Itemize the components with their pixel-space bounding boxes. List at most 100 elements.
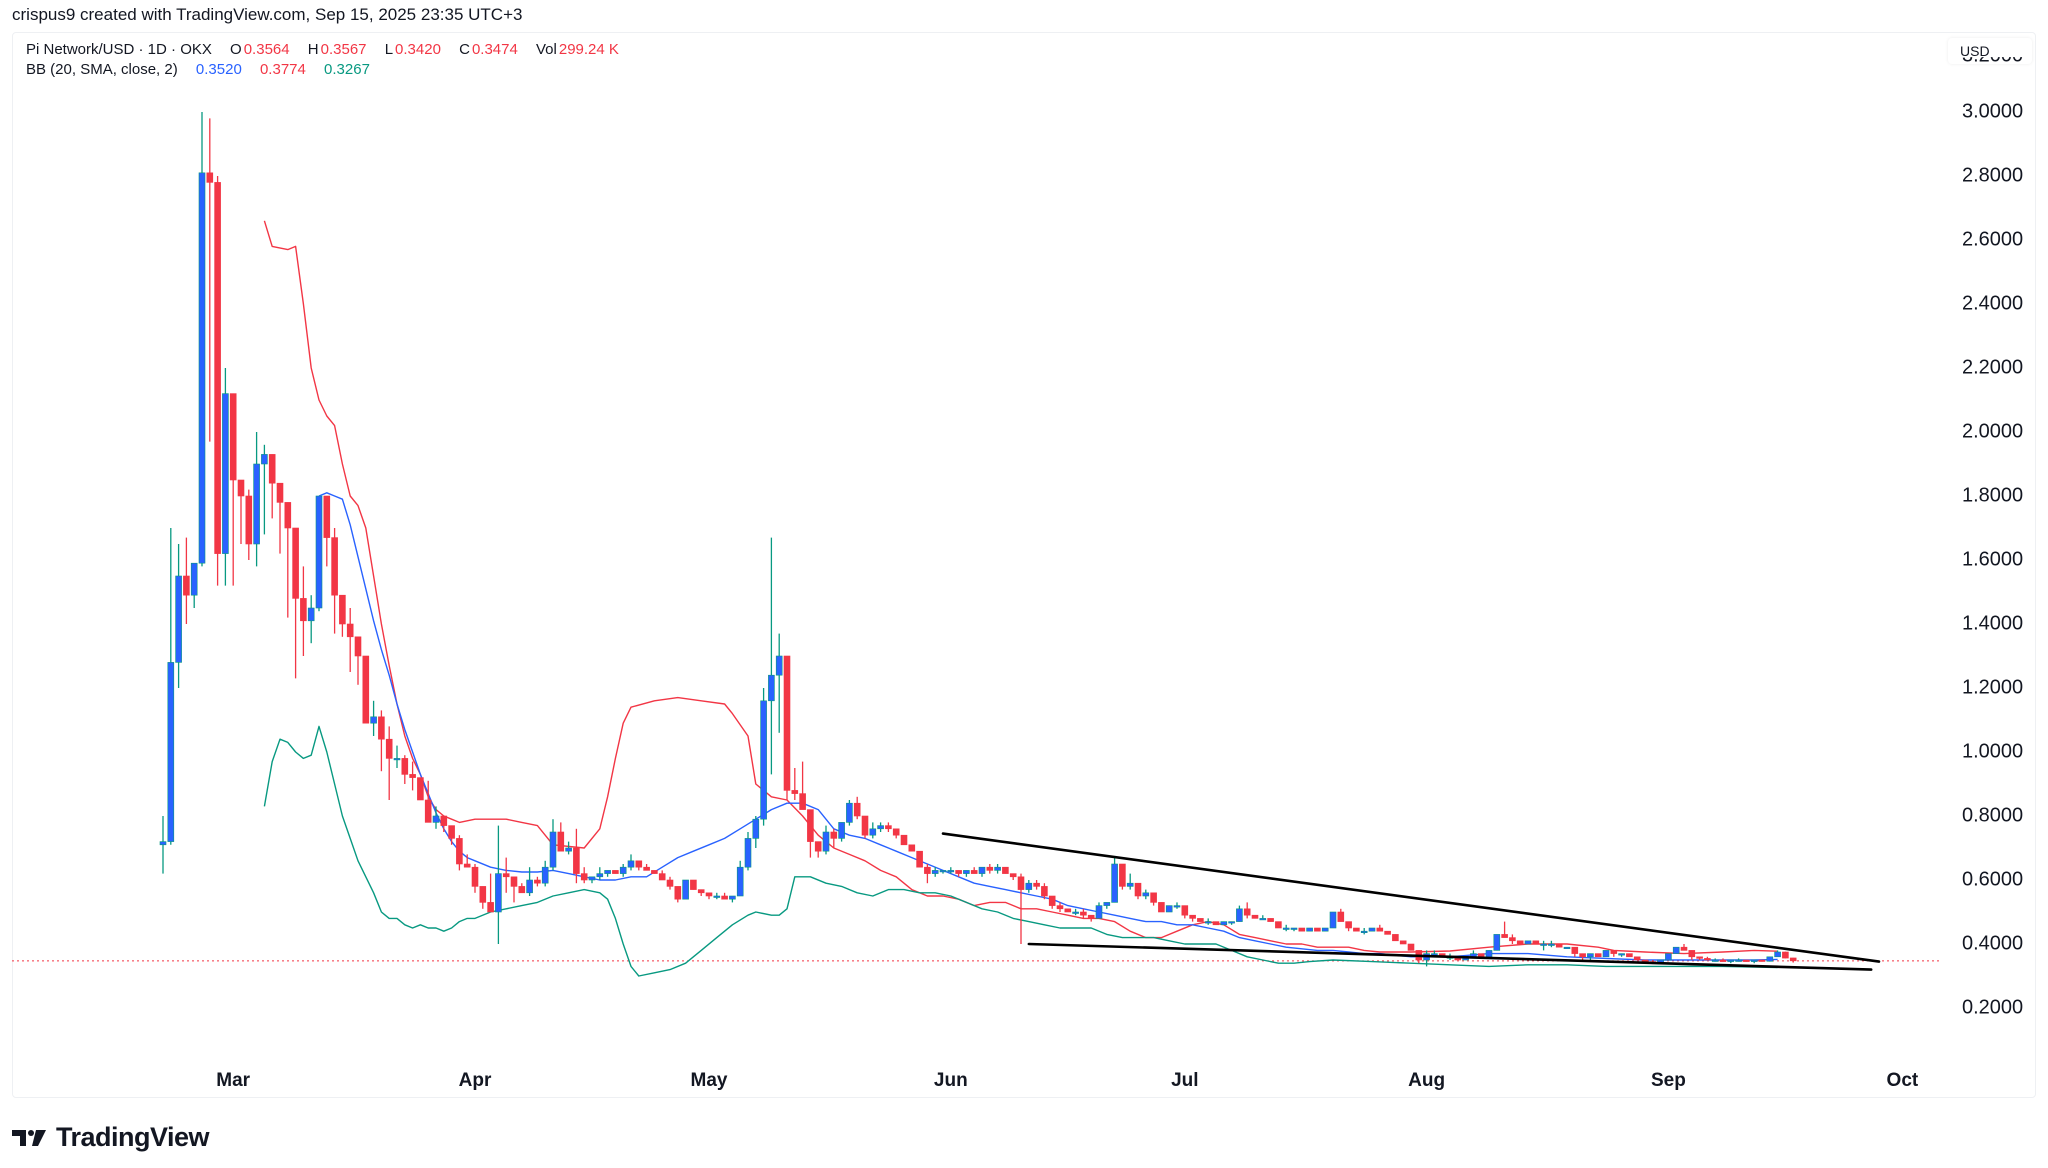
candle-body [1789, 957, 1797, 962]
tradingview-logo[interactable]: TradingView [12, 1122, 210, 1153]
bb-upper-value: 0.3774 [259, 61, 306, 78]
candle-body [604, 870, 611, 874]
candle-body [939, 870, 947, 873]
candle-body [1704, 958, 1711, 961]
candle-body [643, 866, 650, 871]
price-tick-label: 2.6000 [1962, 228, 2024, 251]
candle-body [253, 463, 260, 545]
candle-body [1360, 930, 1368, 934]
candle-body [229, 393, 237, 481]
low-value: 0.3420 [395, 41, 441, 58]
symbol-label[interactable]: Pi Network/USD · 1D · OKX [26, 41, 212, 58]
candle-body [1064, 908, 1072, 913]
candle-body [729, 895, 736, 900]
candle-body [768, 674, 775, 702]
candle-body [1711, 959, 1719, 962]
price-tick-label: 1.0000 [1962, 740, 2024, 763]
candle-body [978, 866, 986, 874]
candle-body [994, 866, 1001, 871]
candle-body [1688, 950, 1696, 958]
candle-body [1758, 959, 1766, 962]
candle-body [331, 537, 338, 596]
open-label: O [230, 41, 242, 58]
candle-body [284, 502, 292, 529]
candle-body [339, 594, 346, 625]
candle-body [245, 495, 253, 545]
candle-body [752, 818, 760, 839]
candle-body [830, 831, 838, 839]
candle-body [1353, 927, 1360, 932]
price-tick-label: 3.0000 [1962, 100, 2024, 123]
candle-body [775, 655, 783, 676]
candle-body [198, 172, 206, 564]
candle-body [651, 870, 658, 874]
candle-body [1111, 863, 1118, 903]
candle-body [502, 873, 510, 878]
candle-body [1384, 930, 1391, 935]
candle-body [167, 662, 175, 842]
candle-body [1610, 950, 1618, 954]
candle-body [1766, 956, 1774, 962]
candle-body [1774, 951, 1781, 958]
candle-body [1587, 953, 1594, 958]
candle-body [963, 870, 970, 874]
candle-body [323, 495, 331, 538]
candle-body [268, 454, 276, 484]
candle-body [1212, 921, 1220, 926]
candle-body [190, 562, 198, 596]
indicator-label[interactable]: BB (20, SMA, close, 2) [26, 61, 178, 78]
candle-body [791, 790, 799, 794]
candle-body [955, 870, 962, 874]
candle-body [900, 834, 908, 846]
candle-body [612, 870, 619, 874]
candle-body [1672, 946, 1680, 954]
tradingview-logo-icon [12, 1129, 46, 1146]
candle-body [1142, 892, 1150, 897]
chart-legend: Pi Network/USD · 1D · OKX O 0.3564 H 0.356… [26, 40, 621, 80]
candle-body [222, 393, 229, 554]
price-tick-label: 2.0000 [1962, 420, 2024, 443]
candle-body [1259, 918, 1267, 921]
candle-body [1189, 914, 1196, 919]
candle-body [354, 636, 362, 657]
price-tick-label: 0.8000 [1962, 804, 2024, 827]
candle-body [385, 738, 393, 759]
candle-body [557, 831, 565, 852]
open-value: 0.3564 [243, 41, 290, 58]
candle-body [807, 809, 814, 842]
candle-body [908, 844, 916, 852]
candle-body [487, 902, 494, 913]
candle-body [183, 575, 190, 596]
candle-body [705, 892, 713, 897]
candle-body [1158, 902, 1165, 913]
candle-body [1048, 895, 1056, 906]
candle-body [1641, 959, 1649, 962]
candle-body [292, 527, 299, 599]
candle-body [214, 182, 221, 554]
candle-body [1743, 959, 1750, 962]
candle-body [565, 847, 572, 852]
price-tick-label: 0.2000 [1962, 996, 2024, 1019]
candle-body [1392, 934, 1399, 942]
candle-body [736, 866, 744, 897]
candle-body [456, 838, 463, 865]
price-tick-label: 1.6000 [1962, 548, 2024, 571]
candle-body [1306, 927, 1313, 932]
candle-body [1516, 940, 1524, 945]
candle-body [869, 828, 877, 836]
currency-button[interactable]: USD [1948, 38, 2032, 64]
price-tick-label: 1.8000 [1962, 484, 2024, 507]
bb-basis-value: 0.3520 [195, 61, 242, 78]
candle-body [1407, 943, 1415, 951]
candle-body [1321, 927, 1329, 932]
ohlc-row: Pi Network/USD · 1D · OKX O 0.3564 H 0.356… [26, 40, 621, 60]
candle-body [362, 655, 370, 724]
candle-body [495, 873, 502, 913]
time-tick-label: Mar [216, 1070, 251, 1091]
candle-body [159, 841, 167, 846]
candle-body [346, 623, 354, 638]
candle-body [853, 802, 861, 817]
bb-lower-band [263, 725, 1778, 977]
chart-credit: crispus9 created with TradingView.com, S… [12, 5, 523, 24]
